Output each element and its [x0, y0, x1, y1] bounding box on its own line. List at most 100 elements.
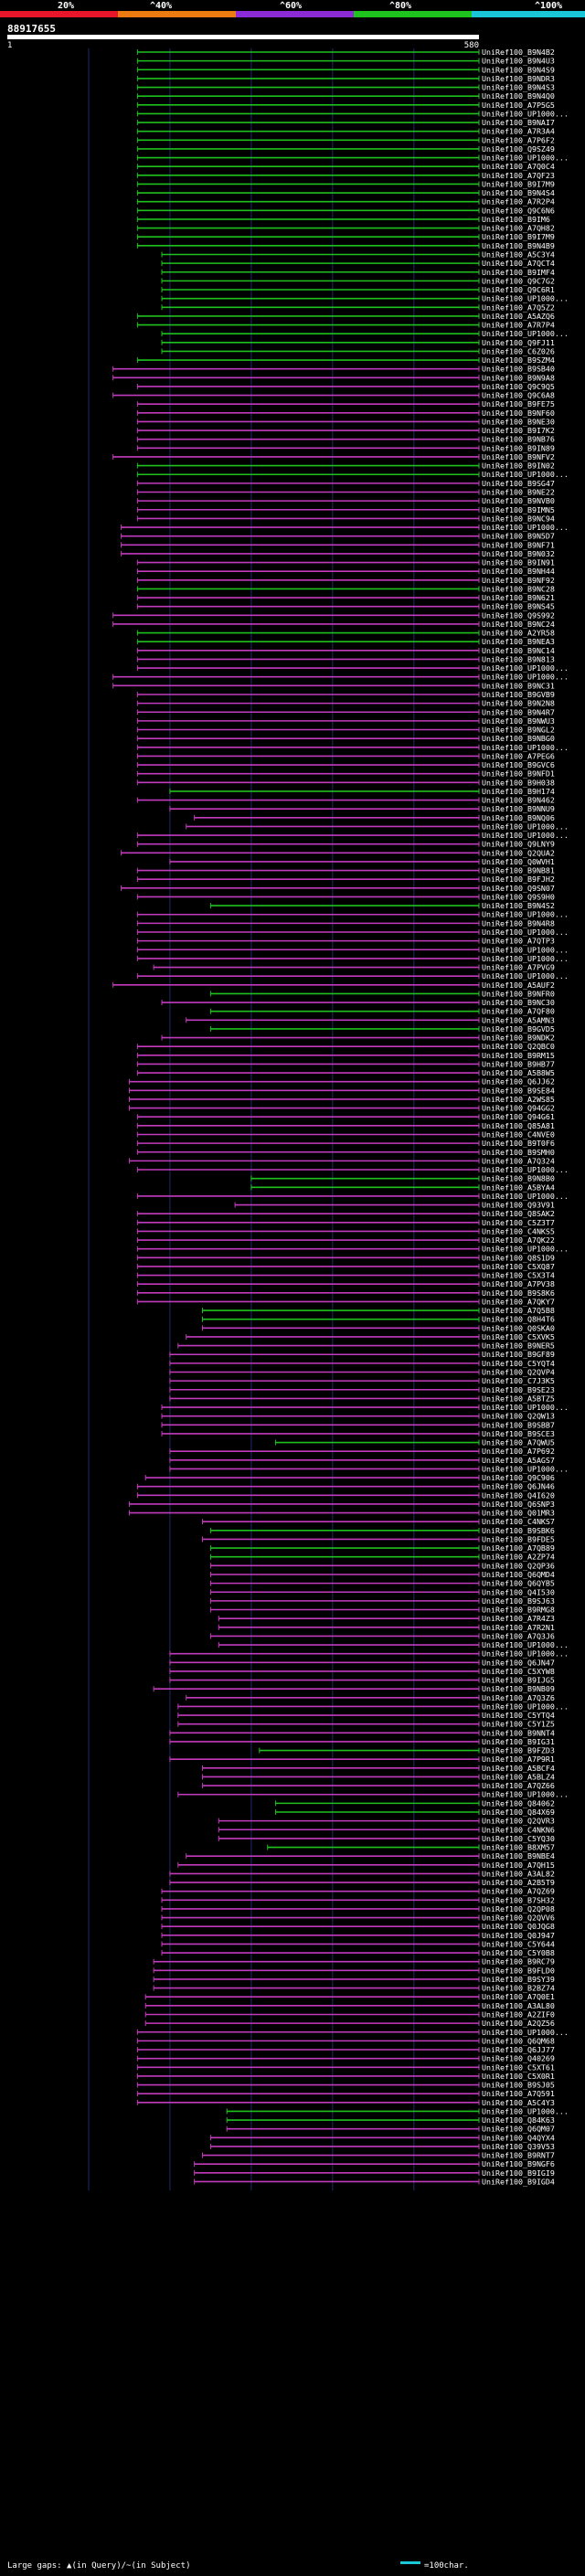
hit-label[interactable]: UniRef100_Q9FJ11: [482, 338, 555, 347]
hit-label[interactable]: UniRef100_B9IN91: [482, 558, 555, 567]
hit-row[interactable]: UniRef100_B9NDR3: [136, 74, 555, 83]
hit-row[interactable]: UniRef100_B9NE30: [136, 417, 555, 426]
hit-row[interactable]: UniRef100_Q2QUA2: [121, 848, 555, 857]
hit-label[interactable]: UniRef100_UP1000...: [482, 945, 569, 954]
hit-row[interactable]: UniRef100_C5XVK5: [186, 1332, 555, 1341]
hit-label[interactable]: UniRef100_UP1000...: [482, 822, 569, 831]
hit-label[interactable]: UniRef100_B9NC94: [482, 514, 555, 523]
hit-label[interactable]: UniRef100_C5XYW8: [482, 1667, 555, 1676]
hit-row[interactable]: UniRef100_A5BLZ4: [202, 1772, 555, 1781]
hit-label[interactable]: UniRef100_B9RNT7: [482, 2151, 555, 2160]
hit-row[interactable]: UniRef100_A2YR58: [136, 629, 555, 638]
hit-row[interactable]: UniRef100_B9NC14: [136, 646, 555, 655]
hit-row[interactable]: UniRef100_B9HB77: [136, 1059, 555, 1068]
hit-row[interactable]: UniRef100_Q9C6N6: [136, 206, 555, 215]
hit-row[interactable]: UniRef100_A5BTZ5: [169, 1394, 555, 1403]
hit-label[interactable]: UniRef100_B9N4B2: [482, 48, 555, 57]
hit-row[interactable]: UniRef100_B9RC79: [153, 1957, 555, 1966]
hit-row[interactable]: UniRef100_B9IJG5: [169, 1676, 555, 1685]
hit-row[interactable]: UniRef100_A7Q0C4: [136, 162, 555, 171]
hit-row[interactable]: UniRef100_B9N8B0: [250, 1174, 555, 1183]
hit-row[interactable]: UniRef100_B9NGL2: [136, 726, 555, 735]
hit-label[interactable]: UniRef100_UP1000...: [482, 2028, 569, 2037]
hit-label[interactable]: UniRef100_B9NFD1: [482, 769, 555, 779]
hit-row[interactable]: UniRef100_C4NKS7: [202, 1517, 555, 1526]
hit-row[interactable]: UniRef100_Q2QP36: [209, 1561, 555, 1570]
hit-label[interactable]: UniRef100_A5BTZ5: [482, 1394, 555, 1403]
hit-label[interactable]: UniRef100_Q9C6A8: [482, 391, 555, 400]
hit-row[interactable]: UniRef100_A7QTP3: [136, 937, 555, 946]
hit-label[interactable]: UniRef100_B9NC14: [482, 646, 555, 655]
hit-row[interactable]: UniRef100_Q01MR3: [128, 1509, 555, 1518]
hit-row[interactable]: UniRef100_UP1000...: [136, 1165, 569, 1174]
hit-label[interactable]: UniRef100_UP1000...: [482, 831, 569, 840]
hit-label[interactable]: UniRef100_B9I7K2: [482, 426, 555, 435]
hit-label[interactable]: UniRef100_A5BLZ4: [482, 1772, 555, 1781]
hit-label[interactable]: UniRef100_A7PVG9: [482, 963, 555, 972]
hit-row[interactable]: UniRef100_B9N9A8: [112, 373, 555, 382]
hit-row[interactable]: UniRef100_B9NE22: [136, 488, 555, 497]
hit-label[interactable]: UniRef100_A2ZIF0: [482, 2009, 555, 2019]
hit-label[interactable]: UniRef100_B9NB76: [482, 435, 555, 444]
hit-row[interactable]: UniRef100_A7QH15: [177, 1860, 555, 1870]
hit-label[interactable]: UniRef100_A2B5T9: [482, 1878, 555, 1887]
hit-label[interactable]: UniRef100_B9SY39: [482, 1975, 555, 1984]
hit-label[interactable]: UniRef100_A5AUF2: [482, 981, 555, 990]
hit-label[interactable]: UniRef100_B9I7M9: [482, 179, 555, 188]
hit-row[interactable]: UniRef100_B9NC24: [112, 620, 555, 629]
hit-label[interactable]: UniRef100_A7QH82: [482, 224, 555, 233]
hit-label[interactable]: UniRef100_B9N2N8: [482, 699, 555, 708]
hit-row[interactable]: UniRef100_B9IN02: [136, 461, 555, 471]
hit-row[interactable]: UniRef100_UP1000...: [136, 1245, 569, 1254]
hit-label[interactable]: UniRef100_B9NER5: [482, 1341, 555, 1351]
hit-label[interactable]: UniRef100_B9N4R8: [482, 918, 555, 928]
hit-label[interactable]: UniRef100_A3AL80: [482, 2001, 555, 2010]
hit-row[interactable]: UniRef100_Q8S1D9: [136, 1253, 555, 1262]
hit-label[interactable]: UniRef100_B2BZ74: [482, 1984, 555, 1993]
hit-row[interactable]: UniRef100_B9NFD1: [136, 769, 555, 779]
hit-row[interactable]: UniRef100_UP1000...: [177, 1790, 569, 1799]
hit-label[interactable]: UniRef100_B9GVD5: [482, 1024, 555, 1034]
hit-label[interactable]: UniRef100_B9FDE5: [482, 1534, 555, 1543]
hit-row[interactable]: UniRef100_B9NVB0: [136, 496, 555, 505]
hit-row[interactable]: UniRef100_B9H174: [169, 787, 555, 796]
hit-label[interactable]: UniRef100_B9NNT4: [482, 1728, 555, 1737]
hit-label[interactable]: UniRef100_B9NQ06: [482, 813, 555, 822]
hit-row[interactable]: UniRef100_B9NB76: [136, 435, 555, 444]
hit-label[interactable]: UniRef100_B9GF89: [482, 1350, 555, 1359]
hit-label[interactable]: UniRef100_Q6JN46: [482, 1482, 555, 1491]
hit-row[interactable]: UniRef100_UP1000...: [136, 2028, 569, 2037]
hit-row[interactable]: UniRef100_UP1000...: [121, 523, 569, 532]
hit-row[interactable]: UniRef100_UP1000...: [177, 1701, 569, 1711]
hit-row[interactable]: UniRef100_B9N4B9: [136, 241, 555, 250]
hit-row[interactable]: UniRef100_B9N4R8: [136, 918, 555, 928]
hit-row[interactable]: UniRef100_A3AL82: [169, 1869, 555, 1878]
hit-label[interactable]: UniRef100_B9IJG5: [482, 1676, 555, 1685]
hit-label[interactable]: UniRef100_Q4I530: [482, 1587, 555, 1596]
hit-label[interactable]: UniRef100_B9SE84: [482, 1086, 555, 1095]
hit-label[interactable]: UniRef100_B9N4Q0: [482, 91, 555, 101]
hit-label[interactable]: UniRef100_A7Q5Z2: [482, 302, 555, 312]
hit-row[interactable]: UniRef100_Q0JQG8: [161, 1922, 555, 1931]
hit-label[interactable]: UniRef100_UP1000...: [482, 523, 569, 532]
hit-row[interactable]: UniRef100_Q6JJ77: [136, 2045, 555, 2054]
hit-label[interactable]: UniRef100_B9N621: [482, 593, 555, 602]
hit-label[interactable]: UniRef100_A7Q0C4: [482, 162, 555, 171]
hit-label[interactable]: UniRef100_Q40269: [482, 2054, 555, 2063]
hit-row[interactable]: UniRef100_UP1000...: [136, 971, 569, 981]
hit-row[interactable]: UniRef100_C4NKS5: [136, 1226, 555, 1235]
hit-row[interactable]: UniRef100_A7QB89: [209, 1543, 555, 1553]
hit-row[interactable]: UniRef100_B9SCE3: [161, 1429, 555, 1438]
hit-label[interactable]: UniRef100_Q9C7G2: [482, 276, 555, 285]
hit-row[interactable]: UniRef100_UP1000...: [161, 329, 569, 338]
hit-row[interactable]: UniRef100_B9NBE4: [186, 1851, 555, 1860]
hit-row[interactable]: UniRef100_B9N4S9: [136, 65, 555, 74]
hit-row[interactable]: UniRef100_Q4QYX4: [209, 2133, 555, 2142]
hit-row[interactable]: UniRef100_A7PV38: [136, 1279, 555, 1288]
hit-row[interactable]: UniRef100_B9FLD0: [153, 1966, 555, 1975]
hit-row[interactable]: UniRef100_B9NF92: [136, 576, 555, 585]
hit-row[interactable]: UniRef100_Q2QVR3: [218, 1817, 555, 1826]
hit-label[interactable]: UniRef100_A2WS85: [482, 1095, 555, 1104]
hit-label[interactable]: UniRef100_A7QH15: [482, 1860, 555, 1870]
hit-row[interactable]: UniRef100_B9N4R7: [136, 707, 555, 716]
